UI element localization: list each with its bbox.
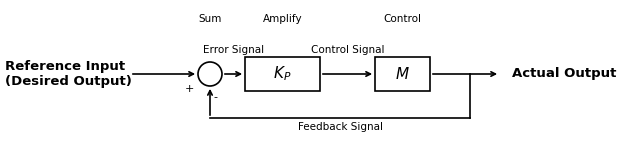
Text: Error Signal: Error Signal <box>203 45 264 55</box>
Text: -: - <box>213 92 217 102</box>
Bar <box>245 57 320 91</box>
Text: +: + <box>184 84 194 94</box>
Text: Feedback Signal: Feedback Signal <box>298 122 383 132</box>
Text: Control: Control <box>383 14 422 24</box>
Text: Control Signal: Control Signal <box>311 45 384 55</box>
Text: Actual Output: Actual Output <box>512 67 616 81</box>
Text: $M$: $M$ <box>395 66 410 82</box>
Text: $K_P$: $K_P$ <box>273 65 292 83</box>
Bar <box>375 57 430 91</box>
Text: Sum: Sum <box>198 14 221 24</box>
Text: Reference Input
(Desired Output): Reference Input (Desired Output) <box>5 60 132 88</box>
Text: Amplify: Amplify <box>262 14 302 24</box>
